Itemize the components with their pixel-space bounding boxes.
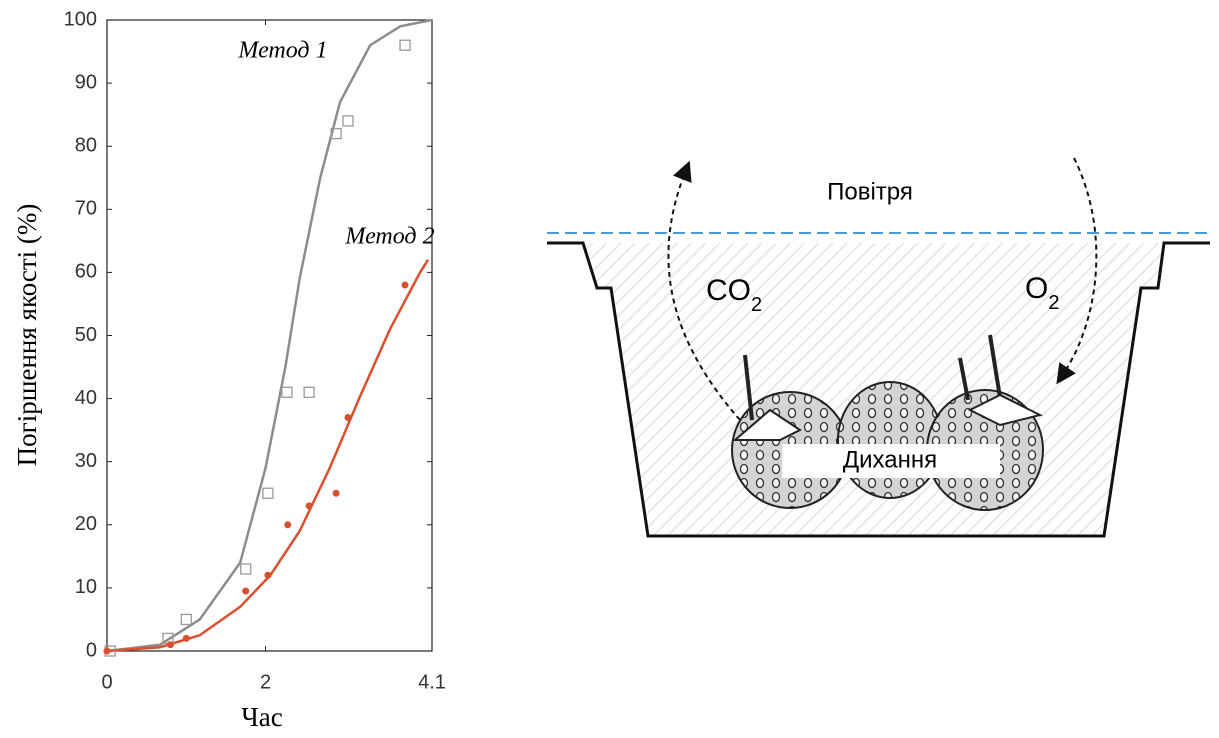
y-tick-label: 30 <box>75 450 97 472</box>
point <box>282 387 292 397</box>
point <box>241 564 251 574</box>
co2-text: CO <box>706 274 751 307</box>
point <box>104 648 111 655</box>
series-annotation: Метод 2 <box>344 224 434 250</box>
diagram: Дихання Повітря CO2 O2 <box>547 158 1212 536</box>
point <box>344 414 351 421</box>
y-tick-label: 60 <box>75 261 97 283</box>
co2-sub: 2 <box>751 294 762 316</box>
fit-line <box>107 20 432 651</box>
y-axis-label: Погіршення якості (%) <box>12 204 42 467</box>
series-annotation: Метод 1 <box>237 38 327 64</box>
y-tick-label: 50 <box>75 324 97 346</box>
o2-text: O <box>1025 272 1048 305</box>
y-tick-label: 0 <box>86 639 97 661</box>
point <box>400 40 410 50</box>
o2-sub: 2 <box>1048 292 1059 314</box>
page: Погіршення якості (%) Час Метод 1 Метод … <box>0 0 1219 738</box>
y-tick-label: 10 <box>75 576 97 598</box>
point <box>402 282 409 289</box>
point <box>181 614 191 624</box>
point <box>263 488 273 498</box>
point <box>333 490 340 497</box>
plot-frame <box>107 20 432 651</box>
point <box>284 521 291 528</box>
point <box>306 502 313 509</box>
x-tick-label: 2 <box>260 671 271 693</box>
point <box>343 116 353 126</box>
x-tick-label: 0 <box>101 671 112 693</box>
x-tick-label: 4.1 <box>418 671 446 693</box>
x-axis-label: Час <box>241 702 283 732</box>
y-tick-label: 90 <box>75 71 97 93</box>
point <box>242 588 249 595</box>
y-tick-label: 80 <box>75 134 97 156</box>
point <box>167 641 174 648</box>
air-label: Повітря <box>827 178 913 205</box>
point <box>183 635 190 642</box>
point <box>264 572 271 579</box>
y-tick-label: 40 <box>75 387 97 409</box>
respiration-label: Дихання <box>843 446 937 473</box>
y-tick-label: 20 <box>75 513 97 535</box>
plot: 0 10 20 30 40 50 60 70 80 90 100 0 2 4.1 <box>64 8 446 693</box>
point <box>304 387 314 397</box>
y-tick-label: 100 <box>64 8 97 30</box>
y-tick-label: 70 <box>75 198 97 220</box>
